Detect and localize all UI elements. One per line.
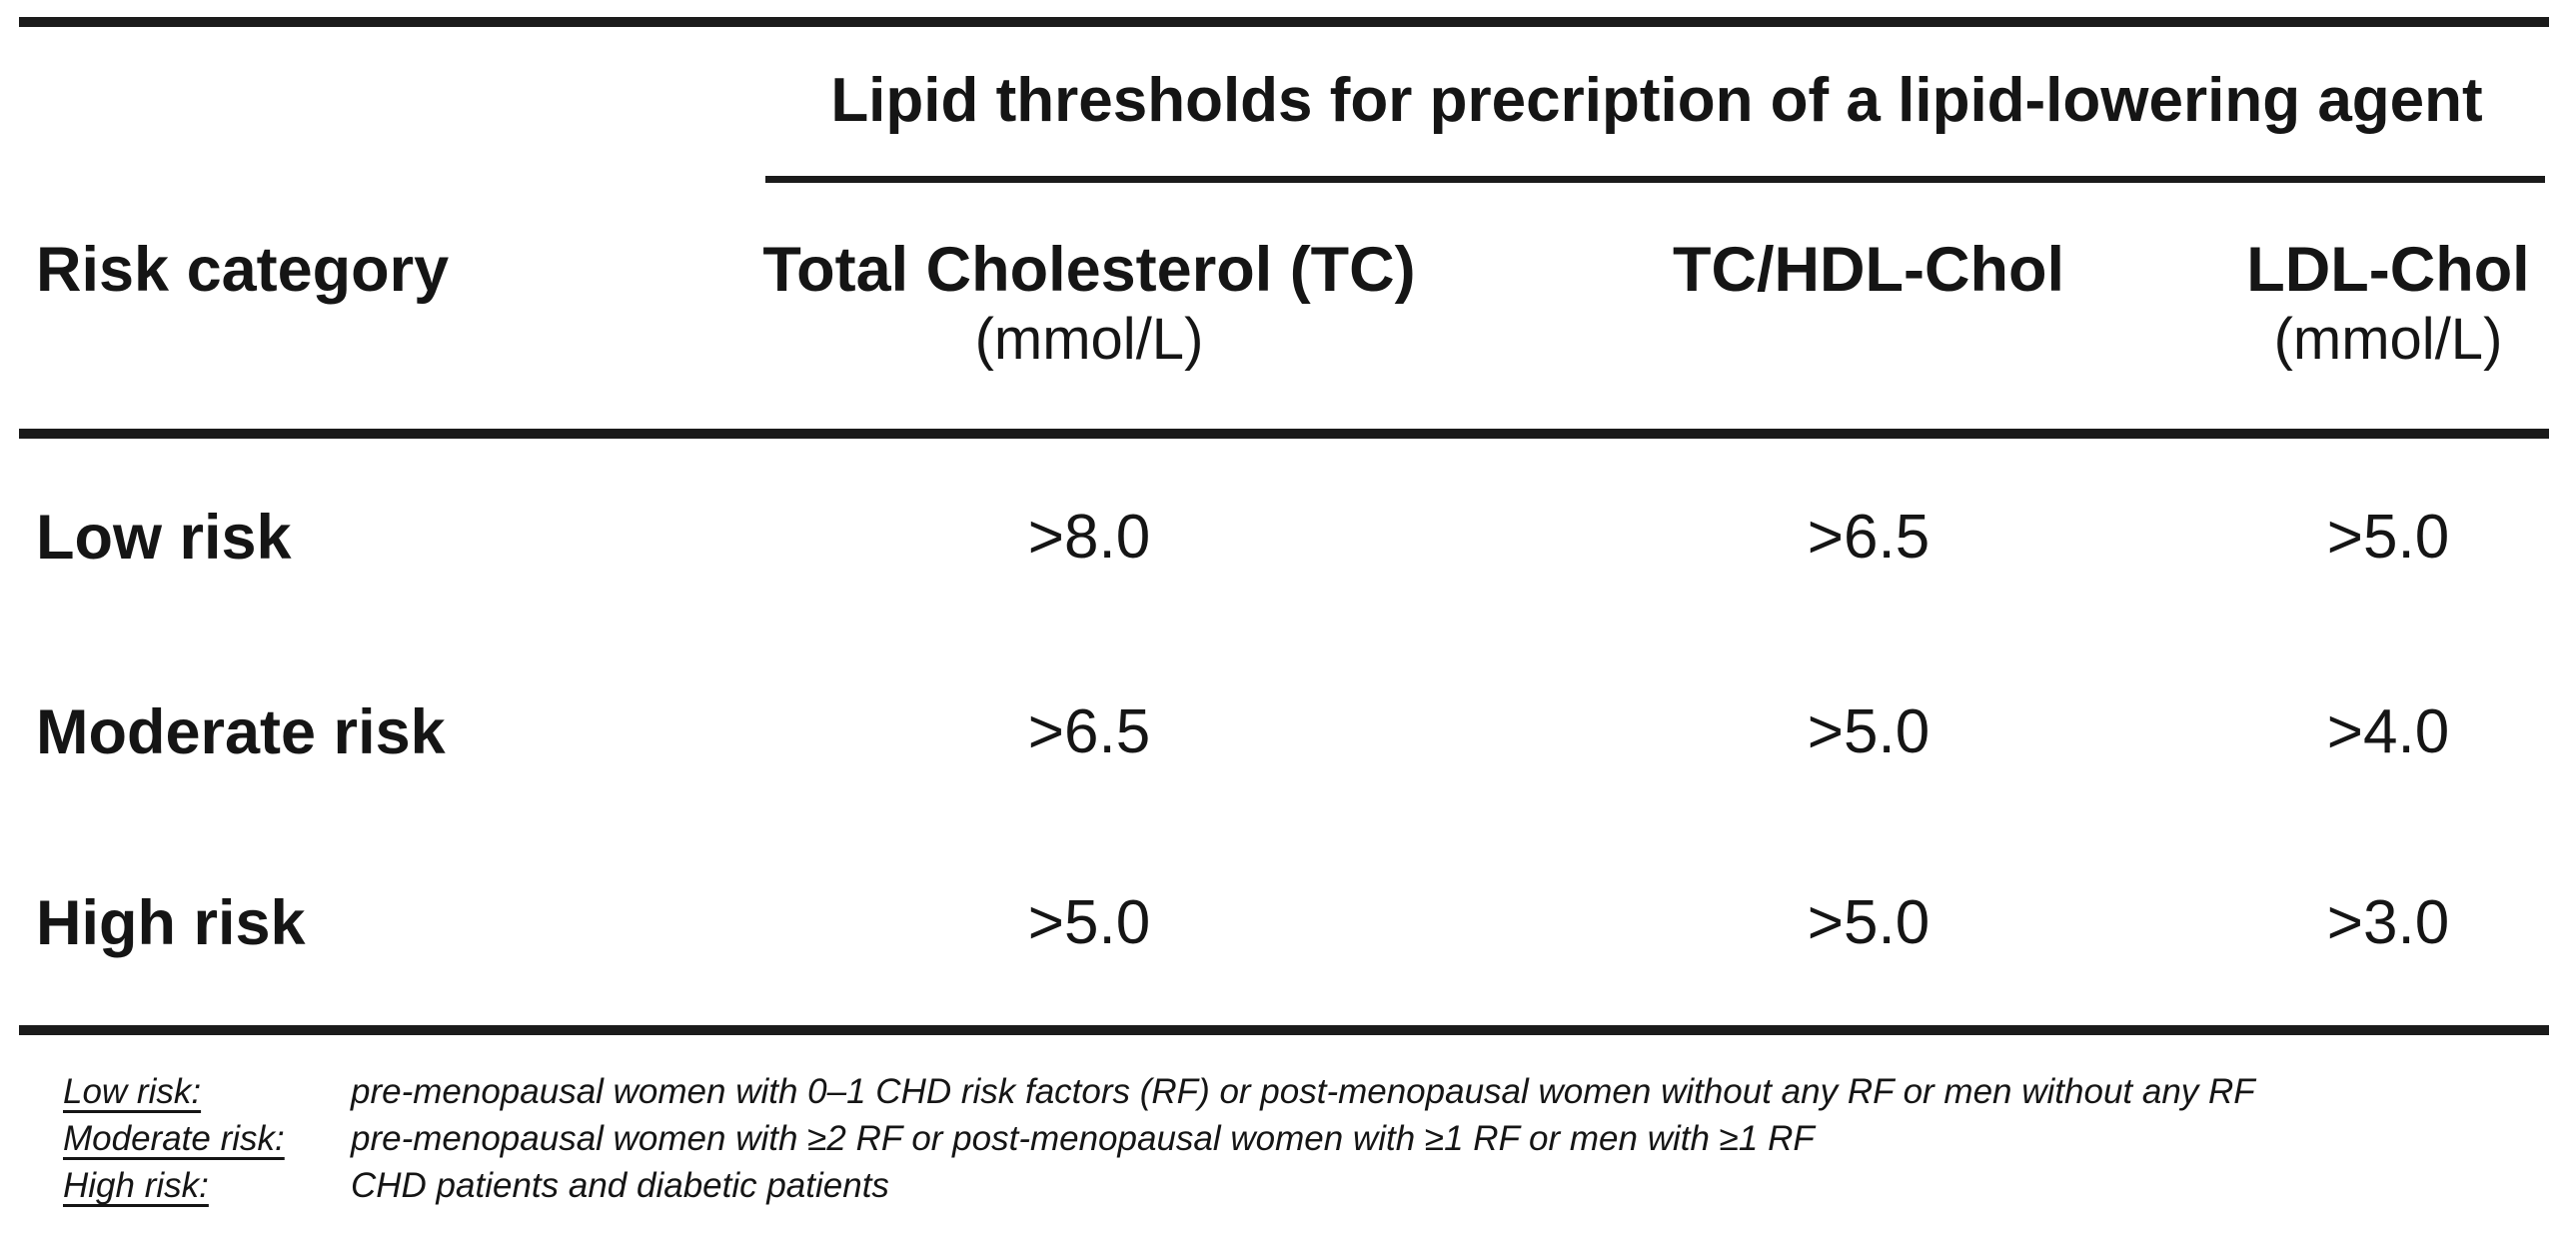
footnotes: Low risk: pre-menopausal women with 0–1 … <box>63 1068 2546 1209</box>
footnote-row: Moderate risk: pre-menopausal women with… <box>63 1115 2546 1162</box>
spanner-title: Lipid thresholds for precription of a li… <box>830 66 2483 135</box>
footnote-term-cell: Low risk: <box>63 1068 351 1115</box>
footnote-definition: pre-menopausal women with 0–1 CHD risk f… <box>351 1072 2255 1111</box>
cell-low-risk-tc: >8.0 <box>1027 503 1151 572</box>
cell-high-risk-tc: >5.0 <box>1027 888 1151 957</box>
footnote-row: High risk: CHD patients and diabetic pat… <box>63 1162 2546 1209</box>
column-header-label: Total Cholesterol (TC) <box>762 235 1416 305</box>
column-header-ldl-chol: LDL-Chol (mmol/L) <box>2163 239 2576 369</box>
footnote-term: Low risk: <box>63 1072 202 1111</box>
row-label-high-risk: High risk <box>36 888 306 958</box>
top-rule <box>19 17 2549 27</box>
cell-moderate-risk-tc-hdl: >5.0 <box>1807 697 1931 766</box>
row-label-moderate-risk: Moderate risk <box>36 697 446 767</box>
cell-high-risk-ldl: >3.0 <box>2326 888 2450 957</box>
column-header-risk-category: Risk category <box>36 235 450 305</box>
cell-moderate-risk-tc: >6.5 <box>1027 697 1151 766</box>
footnote-definition: CHD patients and diabetic patients <box>351 1166 889 1205</box>
column-header-tc-hdl-chol: TC/HDL-Chol <box>1619 239 2118 302</box>
column-header-label: TC/HDL-Chol <box>1673 235 2064 305</box>
footnote-term-cell: High risk: <box>63 1162 351 1209</box>
header-divider-rule <box>19 429 2549 439</box>
column-header-total-cholesterol: Total Cholesterol (TC) (mmol/L) <box>749 239 1429 369</box>
cell-moderate-risk-ldl: >4.0 <box>2326 697 2450 766</box>
cell-low-risk-ldl: >5.0 <box>2326 503 2450 572</box>
cell-low-risk-tc-hdl: >6.5 <box>1807 503 1931 572</box>
cell-high-risk-tc-hdl: >5.0 <box>1807 888 1931 957</box>
footnote-term: High risk: <box>63 1166 209 1205</box>
footnote-term-cell: Moderate risk: <box>63 1115 351 1162</box>
footnote-definition: pre-menopausal women with ≥2 RF or post-… <box>351 1119 1815 1158</box>
spanner-title-underline <box>765 176 2545 183</box>
bottom-rule <box>19 1025 2549 1035</box>
footnote-term: Moderate risk: <box>63 1119 285 1158</box>
column-header-unit: (mmol/L) <box>974 307 1204 372</box>
column-header-label: LDL-Chol <box>2246 235 2530 305</box>
column-header-unit: (mmol/L) <box>2273 307 2503 372</box>
row-label-low-risk: Low risk <box>36 503 292 573</box>
footnote-row: Low risk: pre-menopausal women with 0–1 … <box>63 1068 2546 1115</box>
